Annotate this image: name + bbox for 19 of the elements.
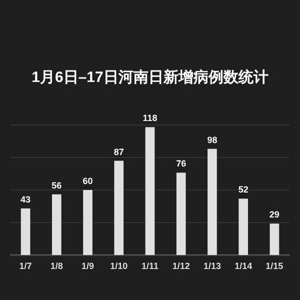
data-label: 76 bbox=[176, 158, 186, 169]
x-tick-label: 1/10 bbox=[110, 261, 128, 271]
data-label: 87 bbox=[114, 146, 124, 157]
data-label: 52 bbox=[238, 184, 248, 195]
data-label: 43 bbox=[20, 194, 31, 204]
data-label: 118 bbox=[142, 113, 158, 124]
data-label: 29 bbox=[269, 210, 280, 220]
x-tick-label: 1/12 bbox=[172, 261, 190, 271]
x-tick-label: 1/13 bbox=[203, 261, 221, 271]
x-tick-label: 1/9 bbox=[82, 261, 94, 271]
x-tick-label: 1/7 bbox=[19, 261, 32, 271]
x-tick-label: 1/11 bbox=[141, 261, 159, 271]
chart-title: 1月6日–17日河南日新增病例数统计 bbox=[32, 68, 268, 86]
x-tick-label: 1/8 bbox=[50, 261, 63, 271]
x-tick-label: 1/14 bbox=[234, 261, 252, 271]
data-label: 60 bbox=[82, 176, 93, 186]
data-label: 56 bbox=[52, 180, 62, 190]
data-label: 98 bbox=[207, 134, 218, 145]
x-tick-label: 1/15 bbox=[266, 261, 284, 271]
